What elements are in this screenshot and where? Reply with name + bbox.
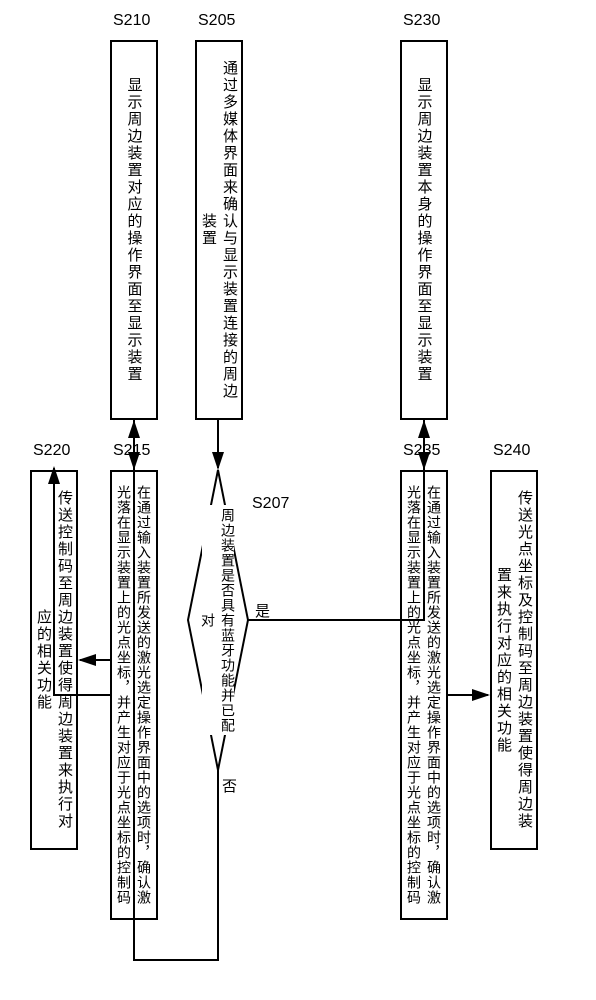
label-s220: S220 (33, 442, 70, 460)
edge-label-yes: 是 (255, 600, 270, 621)
node-s215: 在通过输入装置所发送的激光选定操作界面中的选项时，确认激光落在显示装置上的光点坐… (110, 470, 158, 920)
node-s235-text: 在通过输入装置所发送的激光选定操作界面中的选项时，确认激光落在显示装置上的光点坐… (404, 482, 444, 908)
node-s205-text: 通过多媒体界面来确认与显示装置连接的周边装置 (198, 52, 240, 408)
label-s240: S240 (493, 442, 530, 460)
node-s210: 显示周边装置对应的操作界面至显示装置 (110, 40, 158, 420)
node-s220-text: 传送控制码至周边装置使得周边装置来执行对应的相关功能 (33, 482, 75, 838)
node-s230-text: 显示周边装置本身的操作界面至显示装置 (414, 77, 435, 383)
node-s235: 在通过输入装置所发送的激光选定操作界面中的选项时，确认激光落在显示装置上的光点坐… (400, 470, 448, 920)
node-s205: 通过多媒体界面来确认与显示装置连接的周边装置 (195, 40, 243, 420)
label-s230: S230 (403, 12, 440, 30)
node-s240-text: 传送光点坐标及控制码至周边装置使得周边装置来执行对应的相关功能 (493, 482, 535, 838)
label-s235: S235 (403, 442, 440, 460)
node-s240: 传送光点坐标及控制码至周边装置使得周边装置来执行对应的相关功能 (490, 470, 538, 850)
edge-label-no: 否 (222, 775, 237, 796)
node-s215-text: 在通过输入装置所发送的激光选定操作界面中的选项时，确认激光落在显示装置上的光点坐… (114, 482, 154, 908)
label-s205: S205 (198, 12, 235, 30)
node-s210-text: 显示周边装置对应的操作界面至显示装置 (124, 77, 145, 383)
node-s207: 周边装置是否具有蓝牙功能并已配对 (202, 505, 234, 735)
node-s220: 传送控制码至周边装置使得周边装置来执行对应的相关功能 (30, 470, 78, 850)
node-s207-text: 周边装置是否具有蓝牙功能并已配对 (198, 505, 238, 735)
label-s207: S207 (252, 495, 289, 513)
label-s210: S210 (113, 12, 150, 30)
label-s215: S215 (113, 442, 150, 460)
node-s230: 显示周边装置本身的操作界面至显示装置 (400, 40, 448, 420)
